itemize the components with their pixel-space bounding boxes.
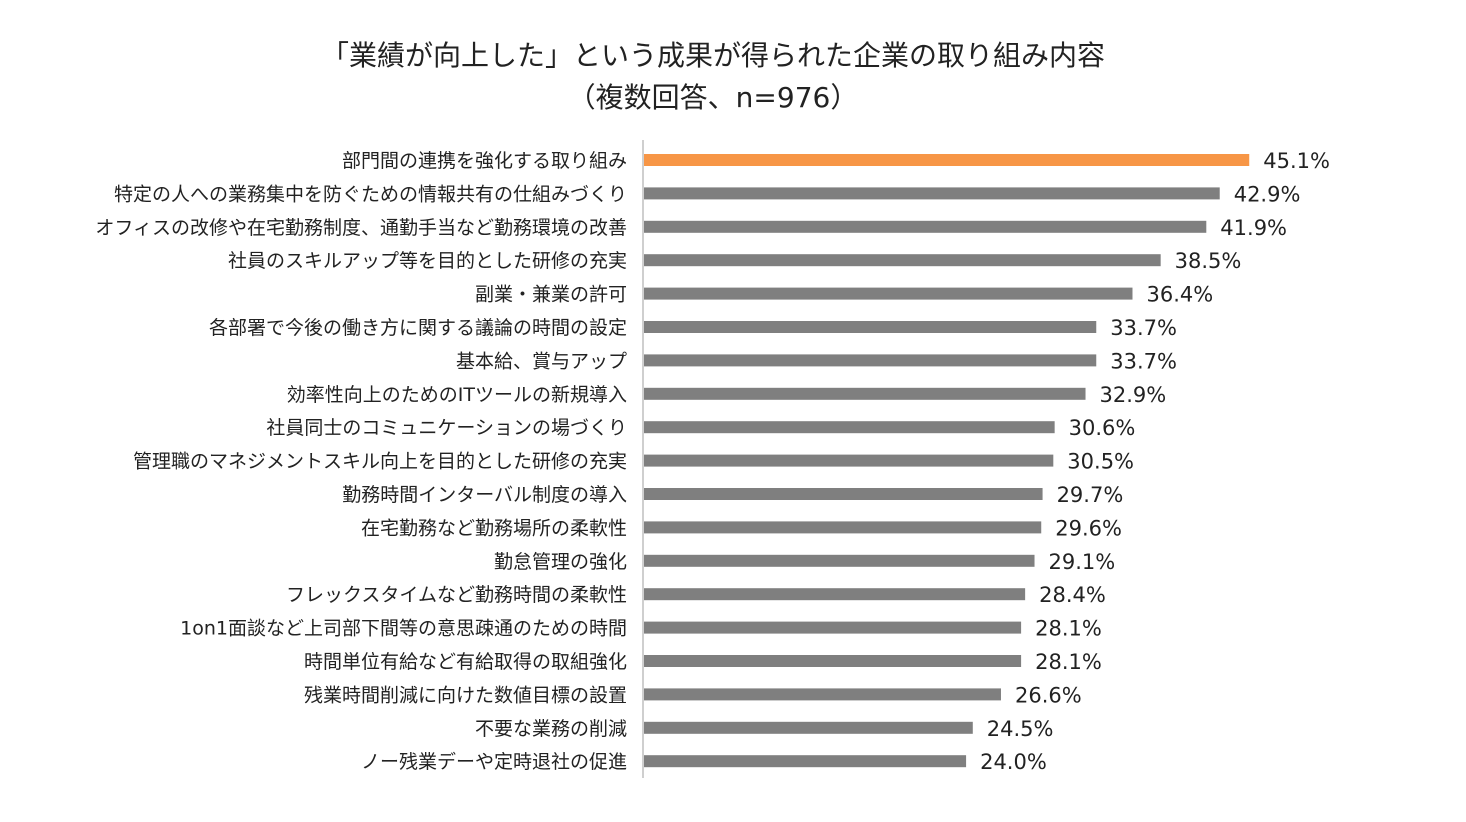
bar bbox=[644, 321, 1097, 333]
bar bbox=[644, 287, 1133, 300]
bar bbox=[644, 621, 1022, 634]
category-label: 1on1面談など上司部下間等の意思疎通のための時間 bbox=[180, 618, 627, 640]
bar bbox=[644, 655, 1022, 667]
bar bbox=[644, 454, 1054, 467]
bar bbox=[644, 421, 1055, 434]
value-label: 38.5% bbox=[1175, 249, 1242, 273]
value-label: 29.7% bbox=[1057, 483, 1124, 507]
bar bbox=[644, 187, 1220, 200]
category-label: 部門間の連携を強化する取り組み bbox=[342, 150, 627, 172]
bar bbox=[644, 721, 973, 734]
chart-title-line2: （複数回答、n=976） bbox=[567, 81, 859, 114]
value-label: 28.1% bbox=[1035, 650, 1102, 674]
value-label: 29.6% bbox=[1055, 516, 1122, 540]
value-label: 33.7% bbox=[1110, 316, 1177, 340]
bar bbox=[644, 755, 967, 768]
category-label: オフィスの改修や在宅勤務制度、通勤手当など勤務環境の改善 bbox=[95, 217, 627, 239]
category-label: 時間単位有給など有給取得の取組強化 bbox=[304, 651, 627, 673]
category-label: 在宅勤務など勤務場所の柔軟性 bbox=[361, 517, 627, 539]
category-label: 社員同士のコミュニケーションの場づくり bbox=[266, 417, 627, 439]
category-label: 社員のスキルアップ等を目的とした研修の充実 bbox=[228, 250, 627, 272]
value-label: 45.1% bbox=[1263, 149, 1330, 173]
chart-title-line1: 「業績が向上した」という成果が得られた企業の取り組み内容 bbox=[320, 39, 1105, 72]
value-label: 28.4% bbox=[1039, 583, 1106, 607]
value-label: 28.1% bbox=[1035, 617, 1102, 641]
bar bbox=[644, 354, 1097, 367]
bar bbox=[644, 488, 1043, 500]
value-label: 30.5% bbox=[1067, 450, 1134, 474]
category-label: ノー残業デーや定時退社の促進 bbox=[361, 751, 627, 773]
bar bbox=[644, 588, 1026, 601]
value-label: 29.1% bbox=[1049, 550, 1116, 574]
bar bbox=[644, 387, 1086, 400]
value-label: 33.7% bbox=[1110, 349, 1177, 373]
category-label: 特定の人への業務集中を防ぐための情報共有の仕組みづくり bbox=[114, 183, 627, 205]
category-label: 基本給、賞与アップ bbox=[456, 350, 627, 372]
category-label: 勤務時間インターバル制度の導入 bbox=[342, 484, 627, 506]
category-label: 副業・兼業の許可 bbox=[475, 284, 627, 306]
value-label: 36.4% bbox=[1146, 283, 1213, 307]
category-label: 不要な業務の削減 bbox=[475, 718, 627, 740]
category-label: 勤怠管理の強化 bbox=[494, 551, 627, 573]
bar bbox=[644, 254, 1161, 267]
bar bbox=[644, 688, 1001, 701]
value-label: 32.9% bbox=[1100, 383, 1167, 407]
bar bbox=[644, 154, 1250, 166]
bar bbox=[644, 554, 1035, 567]
category-label: 各部署で今後の働き方に関する議論の時間の設定 bbox=[209, 317, 627, 339]
category-label: フレックスタイムなど勤務時間の柔軟性 bbox=[286, 584, 627, 606]
category-label: 残業時間削減に向けた数値目標の設置 bbox=[304, 684, 627, 706]
category-label: 管理職のマネジメントスキル向上を目的とした研修の充実 bbox=[133, 451, 627, 473]
category-label: 効率性向上のためのITツールの新規導入 bbox=[287, 384, 627, 406]
bar bbox=[644, 521, 1042, 534]
value-label: 42.9% bbox=[1234, 182, 1301, 206]
value-label: 24.0% bbox=[980, 750, 1047, 774]
value-label: 24.5% bbox=[987, 717, 1054, 741]
value-label: 26.6% bbox=[1015, 683, 1082, 707]
value-label: 30.6% bbox=[1069, 416, 1136, 440]
value-label: 41.9% bbox=[1220, 216, 1287, 240]
bar bbox=[644, 220, 1207, 233]
